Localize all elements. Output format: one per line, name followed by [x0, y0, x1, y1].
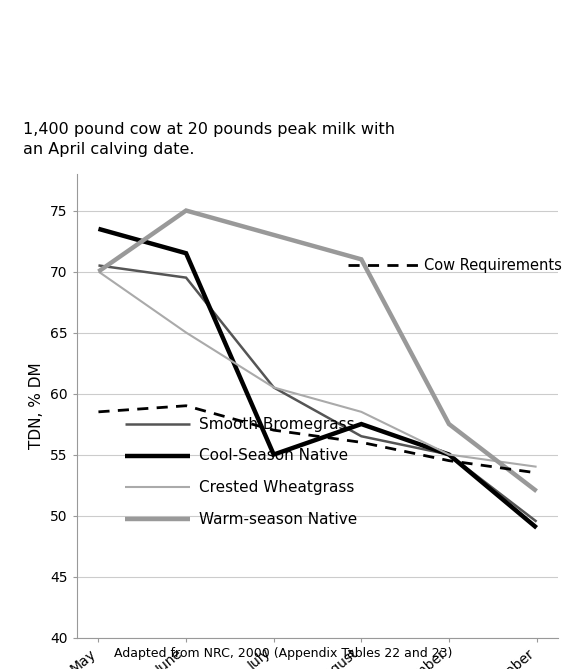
- Y-axis label: TDN, % DM: TDN, % DM: [29, 363, 44, 449]
- Text: Warm-season Native: Warm-season Native: [199, 512, 357, 527]
- Text: Adapted from NRC, 2000 (Appendix Tables 22 and 23): Adapted from NRC, 2000 (Appendix Tables …: [115, 647, 452, 660]
- Text: Cow Requirements: Cow Requirements: [425, 258, 562, 273]
- Text: Relationship Between Total Digestible
Nutrients (TDN) Content of Grass
Species a: Relationship Between Total Digestible Nu…: [23, 21, 512, 89]
- Text: Crested Wheatgrass: Crested Wheatgrass: [199, 480, 354, 495]
- Text: Cool-Season Native: Cool-Season Native: [199, 448, 348, 463]
- Text: Smooth Bromegrass: Smooth Bromegrass: [199, 417, 355, 432]
- Text: 1,400 pound cow at 20 pounds peak milk with
an April calving date.: 1,400 pound cow at 20 pounds peak milk w…: [23, 122, 395, 157]
